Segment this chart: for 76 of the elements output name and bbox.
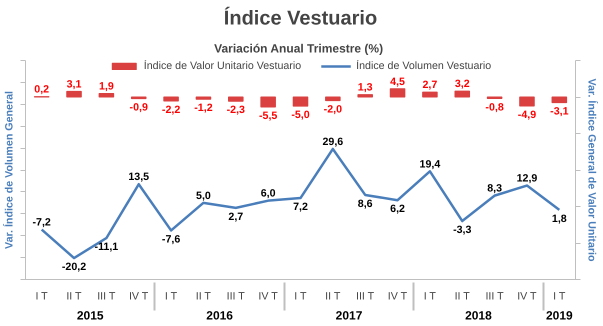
x-tick-label: II T (454, 290, 470, 302)
data-label: 0,2 (34, 84, 50, 96)
bar (228, 96, 244, 102)
text: 2019 (546, 308, 573, 322)
data-label: -3,3 (453, 224, 472, 236)
x-tick-label: I T (294, 290, 308, 302)
data-label: -20,2 (62, 261, 86, 274)
x-tick-label: IV T (388, 290, 408, 302)
bar (519, 96, 535, 106)
x-tick-label: I T (424, 290, 436, 302)
data-label: 6,2 (390, 203, 406, 216)
data-label: -7,2 (32, 216, 51, 229)
legend-label: Índice de Volumen Vestuario (356, 60, 492, 72)
bar (390, 88, 406, 98)
x-tick-label: IV T (258, 290, 278, 302)
y2-axis-title: Var. Índice General de Valor Unitario (586, 78, 598, 262)
x-tick-label: III T (485, 290, 504, 302)
data-label: 1,3 (358, 82, 373, 94)
text: 2017 (336, 308, 363, 322)
data-label: -2,0 (324, 104, 342, 116)
bar (357, 94, 373, 98)
chart-subtitle: Variación Anual Trimestre (%) (214, 42, 384, 56)
x-tick-label: II T (196, 290, 212, 302)
x-tick-label: I T (553, 290, 566, 302)
data-label: 2,7 (422, 79, 438, 92)
data-label: -11,1 (94, 241, 118, 254)
bar (454, 90, 470, 98)
bar (422, 92, 438, 98)
data-label: 6,0 (260, 188, 276, 200)
bar (163, 96, 179, 102)
data-label: 19,4 (420, 158, 440, 170)
data-label: -0,8 (485, 101, 504, 114)
chart-title: Índice Vestuario (224, 6, 378, 30)
x-tick-label: III T (356, 290, 375, 302)
x-tick-label: III T (226, 290, 246, 302)
data-label: -4,9 (518, 108, 536, 121)
x-tick-label: II T (325, 290, 341, 302)
bar (325, 96, 341, 102)
data-label: 3,1 (66, 78, 82, 90)
x-tick-label: III T (97, 290, 116, 302)
data-label: 5,0 (196, 190, 211, 202)
data-label: -0,9 (130, 102, 148, 114)
data-label: 12,9 (516, 172, 538, 185)
data-label: 1,8 (552, 212, 567, 225)
data-label: 3,2 (454, 78, 470, 90)
data-label: -2,3 (226, 104, 246, 116)
data-label: -7,6 (162, 233, 180, 246)
bar (98, 93, 114, 98)
x-tick-label: I T (164, 290, 178, 302)
data-label: -2,2 (162, 104, 180, 116)
bar (260, 96, 276, 108)
x-tick-label: IV T (128, 290, 149, 302)
data-label: 1,9 (98, 80, 114, 93)
data-label: -1,2 (194, 102, 213, 114)
data-label: 7,2 (293, 201, 308, 214)
x-tick-label: II T (66, 290, 82, 302)
bar (66, 90, 82, 98)
text: 2018 (465, 308, 492, 322)
data-label: -5,5 (258, 110, 278, 122)
data-label: 8,6 (358, 198, 373, 210)
text: 2016 (206, 308, 234, 322)
data-label: 4,5 (390, 76, 406, 88)
bar (292, 96, 308, 107)
data-label: -3,1 (550, 106, 569, 118)
x-tick-label: IV T (517, 290, 538, 302)
legend-label: Índice de Valor Unitario Vestuario (144, 60, 302, 72)
x-tick-label: I T (35, 290, 48, 302)
bar (552, 96, 568, 104)
data-label: 8,3 (487, 182, 502, 195)
text: 2015 (76, 308, 104, 322)
data-label: 13,5 (128, 171, 150, 184)
data-label: 2,7 (228, 210, 244, 223)
data-label: 29,6 (322, 136, 344, 148)
data-label: -5,0 (291, 109, 310, 122)
y-axis-title: Var. Índice de Volumen General (2, 90, 16, 249)
bar (196, 96, 212, 100)
